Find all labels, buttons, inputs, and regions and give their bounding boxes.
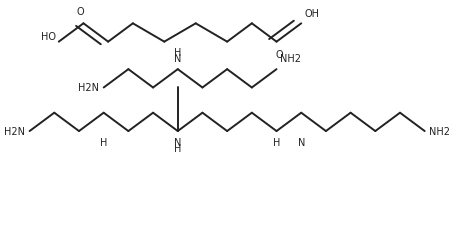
Text: H2N: H2N [78,83,99,93]
Text: OH: OH [304,9,319,19]
Text: O: O [77,7,84,17]
Text: NH2: NH2 [280,54,301,64]
Text: H: H [174,144,181,154]
Text: NH2: NH2 [429,127,450,137]
Text: H2N: H2N [4,127,25,137]
Text: N: N [174,54,182,64]
Text: H: H [273,137,280,147]
Text: N: N [298,137,305,147]
Text: H: H [99,137,107,147]
Text: O: O [276,50,284,60]
Text: N: N [174,137,181,147]
Text: HO: HO [41,32,55,42]
Text: H: H [174,48,182,58]
